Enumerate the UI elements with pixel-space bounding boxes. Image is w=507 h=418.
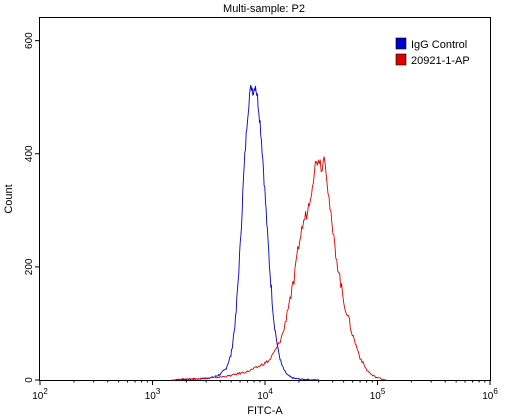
x-tick-label: 103	[145, 387, 161, 402]
x-tick-label: 105	[370, 387, 386, 402]
series-layer	[172, 84, 387, 381]
chart-title: Multi-sample: P2	[223, 3, 305, 15]
x-axis-label: FITC-A	[247, 405, 283, 417]
y-tick-label: 0	[24, 377, 35, 383]
legend: IgG Control 20921-1-AP	[395, 37, 470, 67]
y-tick-label: 200	[24, 258, 35, 275]
x-axis: 102 103 104 105 106	[32, 380, 498, 402]
y-tick-label: 600	[24, 32, 35, 49]
y-tick-label: 400	[24, 145, 35, 162]
x-tick-label: 106	[482, 387, 498, 402]
y-axis: 0 200 400 600	[24, 32, 40, 383]
legend-swatch-20921-1-ap	[395, 53, 407, 66]
x-tick-label: 102	[32, 387, 48, 402]
series-line-20921-1-ap	[172, 156, 387, 381]
legend-label-igg-control: IgG Control	[411, 39, 467, 51]
legend-swatch-igg-control	[395, 37, 407, 50]
y-axis-label: Count	[3, 184, 15, 213]
legend-label-20921-1-ap: 20921-1-AP	[411, 55, 470, 67]
x-tick-label: 104	[257, 387, 273, 402]
